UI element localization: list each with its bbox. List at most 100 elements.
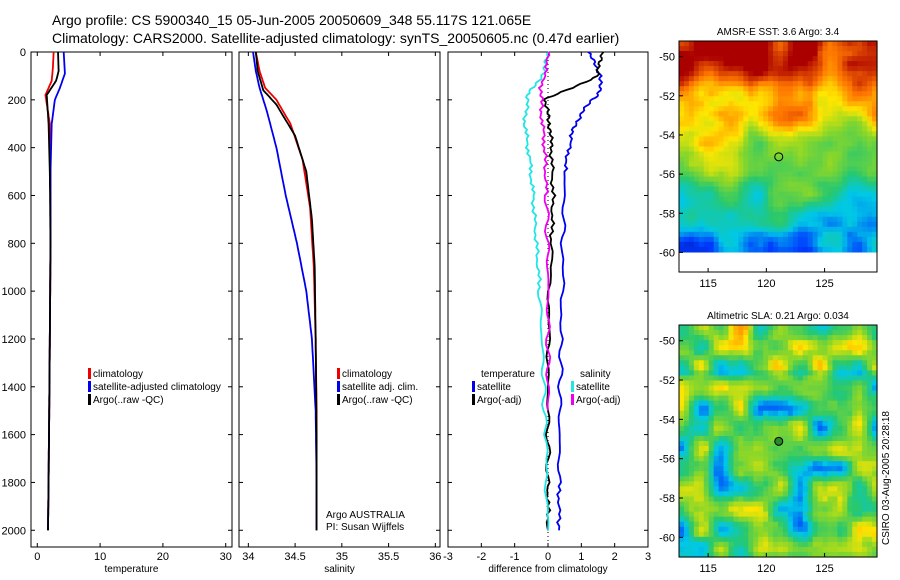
map-cell xyxy=(837,66,843,72)
map-cell xyxy=(728,191,735,198)
map-cell xyxy=(723,481,730,487)
map-cell xyxy=(733,375,739,382)
map-cell xyxy=(797,196,804,203)
map-cell xyxy=(792,166,799,173)
map-cell xyxy=(778,330,784,336)
map-cell xyxy=(797,375,804,382)
map-cell xyxy=(679,111,685,117)
map-cell xyxy=(812,46,819,52)
map-cell xyxy=(807,355,814,361)
map-cell xyxy=(763,405,769,412)
map-cell xyxy=(703,176,710,183)
map-cell xyxy=(693,370,700,377)
map-cell xyxy=(679,226,685,233)
map-cell xyxy=(872,405,878,412)
map-cell xyxy=(743,191,749,198)
map-cell xyxy=(862,435,868,442)
map-cell xyxy=(693,461,700,467)
map-cell xyxy=(688,325,695,331)
map-cell xyxy=(817,410,824,417)
map-cell xyxy=(872,111,878,117)
map-cell xyxy=(698,236,705,243)
map-cell xyxy=(768,405,774,412)
map-cell xyxy=(837,146,843,153)
map-cell xyxy=(738,116,744,122)
map-cell xyxy=(822,51,829,57)
map-cell xyxy=(778,206,784,213)
map-cell xyxy=(782,481,789,487)
map-cell xyxy=(842,236,848,243)
map-cell xyxy=(708,221,715,228)
map-cell xyxy=(812,481,819,487)
map-cell xyxy=(768,91,774,97)
map-cell xyxy=(768,206,774,213)
map-cell xyxy=(847,325,853,331)
map-cell xyxy=(763,501,769,508)
map-cell xyxy=(698,451,705,457)
map-cell xyxy=(807,461,814,467)
map-cell xyxy=(822,141,829,148)
map-cell xyxy=(857,241,863,248)
map-cell xyxy=(847,350,853,356)
map-cell xyxy=(728,501,735,508)
map-cell xyxy=(728,375,735,382)
map-cell xyxy=(679,196,685,203)
map-cell xyxy=(867,415,873,422)
map-cell xyxy=(738,101,744,107)
map-cell xyxy=(778,246,784,253)
map-cell xyxy=(782,380,789,387)
map-cell xyxy=(748,176,754,183)
map-cell xyxy=(787,91,794,97)
map-cell xyxy=(773,365,779,371)
map-cell xyxy=(773,71,779,77)
map-cell xyxy=(753,435,759,442)
map-cell xyxy=(683,481,690,487)
map-cell xyxy=(867,186,873,193)
map-cell xyxy=(792,380,799,387)
map-cell xyxy=(792,451,799,457)
map-cell xyxy=(713,116,720,122)
map-cell xyxy=(683,186,690,193)
map-cell xyxy=(718,430,725,437)
map-cell xyxy=(867,111,873,117)
map-cell xyxy=(802,86,809,92)
map-cell xyxy=(827,481,834,487)
map-cell xyxy=(773,325,779,331)
map-cell xyxy=(763,186,769,193)
map-cell xyxy=(812,161,819,168)
map-cell xyxy=(693,405,700,412)
map-cell xyxy=(698,96,705,102)
map-cell xyxy=(748,325,754,331)
map-cell xyxy=(842,481,848,487)
map-cell xyxy=(733,51,739,57)
map-cell xyxy=(842,166,848,173)
map-cell xyxy=(857,430,863,437)
map-cell xyxy=(867,506,873,513)
map-cell xyxy=(738,151,744,158)
map-cell xyxy=(728,526,735,533)
map-cell xyxy=(683,446,690,452)
map-cell xyxy=(758,350,764,356)
map-cell xyxy=(872,481,878,487)
map-cell xyxy=(738,121,744,127)
map-cell xyxy=(713,96,720,102)
map-cell xyxy=(703,111,710,117)
map-cell xyxy=(782,61,789,67)
map-cell xyxy=(683,246,690,253)
map-cell xyxy=(758,236,764,243)
map-cell xyxy=(792,481,799,487)
map-cell xyxy=(832,231,838,238)
map-cell xyxy=(847,526,853,533)
map-cell xyxy=(857,226,863,233)
map-cell xyxy=(743,335,749,341)
map-cell xyxy=(842,186,848,193)
map-cell xyxy=(743,345,749,351)
map-cell xyxy=(852,546,858,553)
map-cell xyxy=(763,151,769,158)
map-cell xyxy=(679,365,685,371)
map-cell xyxy=(768,136,774,143)
map-cell xyxy=(802,96,809,102)
map-cell xyxy=(787,380,794,387)
map-cell xyxy=(763,521,769,528)
map-sst_map: AMSR-E SST: 3.6 Argo: 3.4-50-52-54-56-58… xyxy=(659,27,878,290)
